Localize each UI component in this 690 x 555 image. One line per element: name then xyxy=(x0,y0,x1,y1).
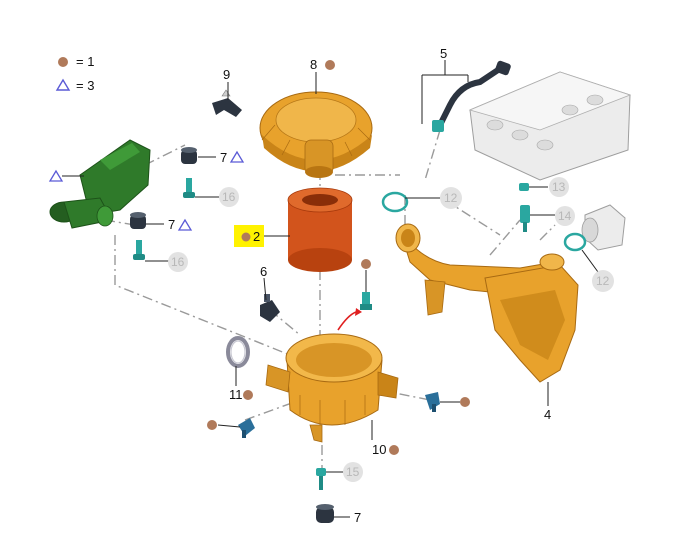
callout-7-upper-triangle-icon xyxy=(229,150,245,163)
callout-13-circle xyxy=(549,177,569,197)
callout-12-right-circle xyxy=(592,270,614,292)
part-16-pin-lower[interactable] xyxy=(133,240,145,260)
callout-11-dot-icon xyxy=(243,390,253,400)
callout-8: 8 xyxy=(310,57,317,72)
callout-6: 6 xyxy=(260,264,267,279)
clip-right-dot-icon xyxy=(460,397,470,407)
legend-dot-text: = 1 xyxy=(76,54,94,69)
callout-10-dot-icon xyxy=(389,445,399,455)
part-12-clamp-upper[interactable] xyxy=(381,191,409,213)
part-8-housing-cover[interactable] xyxy=(259,91,373,178)
callout-8-dot-icon xyxy=(325,60,335,70)
callout-7-upper: 7 xyxy=(220,150,227,165)
part-14-sensor[interactable] xyxy=(520,205,530,232)
dot-marker-icon xyxy=(58,57,68,67)
resonator-triangle-icon xyxy=(48,169,64,182)
part-2-filter-element[interactable] xyxy=(287,187,353,272)
part-10-housing-lower[interactable] xyxy=(265,333,399,443)
sensor-dot-icon xyxy=(361,259,371,269)
part-7-grommet-upper[interactable] xyxy=(181,147,197,164)
callouts: 9 8 5 7 7 16 16 2 12 13 14 12 6 11 xyxy=(48,46,614,525)
housing-clip-left[interactable] xyxy=(238,418,255,438)
callout-15: 15 xyxy=(346,465,360,479)
callout-10: 10 xyxy=(372,442,386,457)
part-6-fitting[interactable] xyxy=(260,294,280,322)
callout-12-right: 12 xyxy=(596,274,610,288)
engine-cylinder-head xyxy=(468,71,632,181)
leader-lines xyxy=(62,60,599,518)
callout-12-upper: 12 xyxy=(444,191,458,205)
callout-5: 5 xyxy=(440,46,447,61)
callout-4: 4 xyxy=(544,407,551,422)
callout-7-bottom: 7 xyxy=(354,510,361,525)
part-5-breather-hose[interactable] xyxy=(432,60,512,132)
part-15-pin[interactable] xyxy=(316,468,326,490)
part-12-clamp-right[interactable] xyxy=(563,232,587,252)
callout-16-upper-circle xyxy=(219,187,239,207)
callout-9: 9 xyxy=(223,67,230,82)
callout-2-dot-icon xyxy=(241,232,251,242)
direction-arrow-icon xyxy=(337,311,357,331)
green-intake-resonator[interactable] xyxy=(49,139,151,229)
part-7-grommet-bottom[interactable] xyxy=(316,504,334,523)
part-13-connector[interactable] xyxy=(519,183,529,191)
part-11-clamp-ring[interactable] xyxy=(226,336,250,368)
callout-2: 2 xyxy=(253,229,260,244)
callout-11: 11 xyxy=(229,387,243,402)
callout-12-upper-circle xyxy=(440,187,462,209)
callout-7-middle-triangle-icon xyxy=(177,218,193,231)
callout-13: 13 xyxy=(552,180,566,194)
callout-16-upper: 16 xyxy=(222,190,236,204)
part-4-intake-duct[interactable] xyxy=(395,223,579,383)
housing-clip-right[interactable] xyxy=(425,392,440,412)
callout-15-circle xyxy=(343,462,363,482)
throttle-body xyxy=(581,204,626,251)
callout-7-middle: 7 xyxy=(168,217,175,232)
sensor-connector[interactable] xyxy=(360,292,372,310)
callout-14-circle xyxy=(555,206,575,226)
callout-16-lower-circle xyxy=(168,252,188,272)
callout-16-lower: 16 xyxy=(171,255,185,269)
part-7-grommet-middle[interactable] xyxy=(130,212,146,229)
arrow-head-icon xyxy=(355,308,362,316)
legend-triangle-text: = 3 xyxy=(76,78,94,93)
callout-14: 14 xyxy=(558,209,572,223)
clip-left-dot-icon xyxy=(207,420,217,430)
triangle-marker-icon xyxy=(55,78,71,91)
part-9-bracket[interactable] xyxy=(212,89,242,117)
part-16-pin-upper[interactable] xyxy=(183,178,195,198)
legend: = 1 = 3 xyxy=(55,54,94,93)
